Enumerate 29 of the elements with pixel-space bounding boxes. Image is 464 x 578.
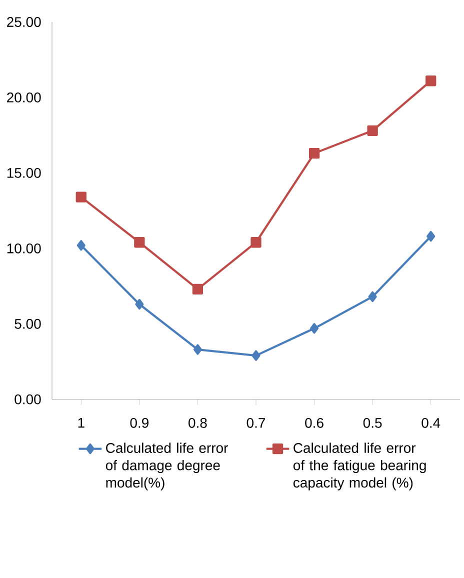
point: [310, 323, 319, 334]
x-tick-label: 0.8: [188, 418, 207, 428]
x-tick-label: 1: [78, 418, 84, 428]
legend-label: Calculated life error of damage degree model(%): [106, 442, 228, 490]
point: [368, 291, 377, 302]
y-tick-label: 0.00: [14, 394, 41, 404]
point: [426, 230, 436, 242]
point: [192, 284, 204, 294]
legend-label: Calculated life error of the fatigue bearing capacity model (%): [293, 442, 426, 490]
x-tick-label: 0.7: [246, 418, 266, 428]
point: [308, 148, 320, 159]
y-tick-label: 25.00: [7, 17, 41, 27]
y-tick-label: 15.00: [7, 168, 41, 178]
point: [426, 76, 436, 86]
x-tick-label: 0.6: [305, 418, 324, 428]
y-tick-label: 20.00: [7, 92, 41, 102]
point: [193, 344, 202, 355]
point: [367, 125, 378, 136]
x-tick-label: 0.4: [422, 418, 440, 428]
point: [252, 350, 260, 361]
x-tick-label: 0.5: [363, 418, 382, 428]
x-tick-label: 0.9: [130, 418, 148, 428]
point: [135, 298, 144, 310]
point: [76, 240, 86, 251]
point: [134, 237, 145, 248]
y-tick-label: 10.00: [7, 243, 41, 254]
point: [250, 237, 262, 248]
point: [76, 192, 86, 202]
y-tick-label: 5.00: [14, 318, 41, 329]
